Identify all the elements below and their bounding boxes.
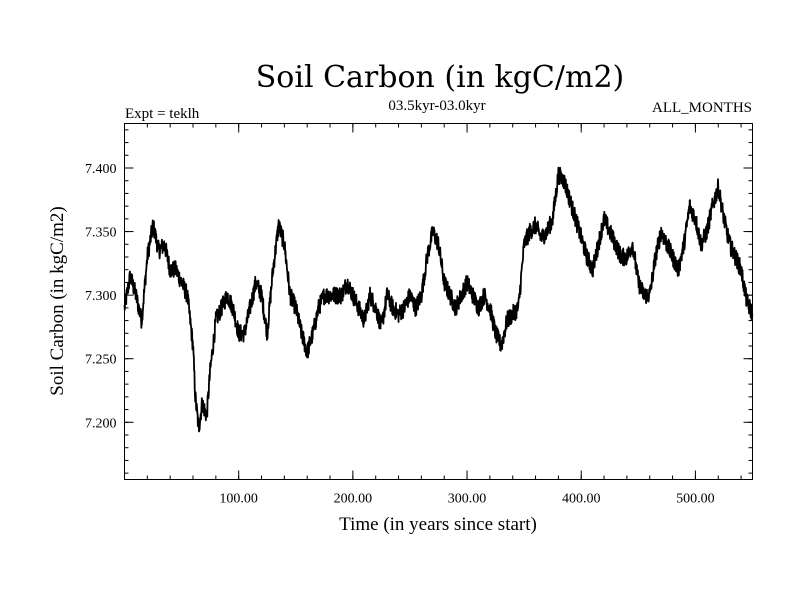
y-tick-label: 7.250 bbox=[85, 353, 117, 368]
experiment-label: Expt = teklh bbox=[125, 106, 200, 122]
x-tick-label: 500.00 bbox=[676, 492, 715, 507]
y-tick-label: 7.400 bbox=[85, 162, 117, 177]
y-tick-label: 7.200 bbox=[85, 416, 117, 431]
x-tick-label: 200.00 bbox=[334, 492, 373, 507]
chart-title: Soil Carbon (in kgC/m2) bbox=[256, 60, 624, 95]
x-tick-label: 100.00 bbox=[219, 492, 258, 507]
y-tick-label: 7.300 bbox=[85, 289, 117, 304]
x-tick-label: 300.00 bbox=[448, 492, 487, 507]
plot-frame bbox=[124, 123, 753, 480]
chart-subtitle: 03.5kyr-03.0kyr bbox=[388, 98, 485, 114]
axis-ticks: 100.00 200.00 300.00 400.00 500.00 7.200 7.250… bbox=[85, 123, 753, 507]
x-tick-label: 400.00 bbox=[562, 492, 601, 507]
series-group bbox=[123, 166, 754, 433]
x-axis-label: Time (in years since start) bbox=[339, 514, 537, 535]
series-line-0 bbox=[123, 166, 754, 433]
y-tick-label: 7.350 bbox=[85, 226, 117, 241]
y-axis-label: Soil Carbon (in kgC/m2) bbox=[47, 206, 68, 395]
months-label: ALL_MONTHS bbox=[652, 100, 752, 116]
